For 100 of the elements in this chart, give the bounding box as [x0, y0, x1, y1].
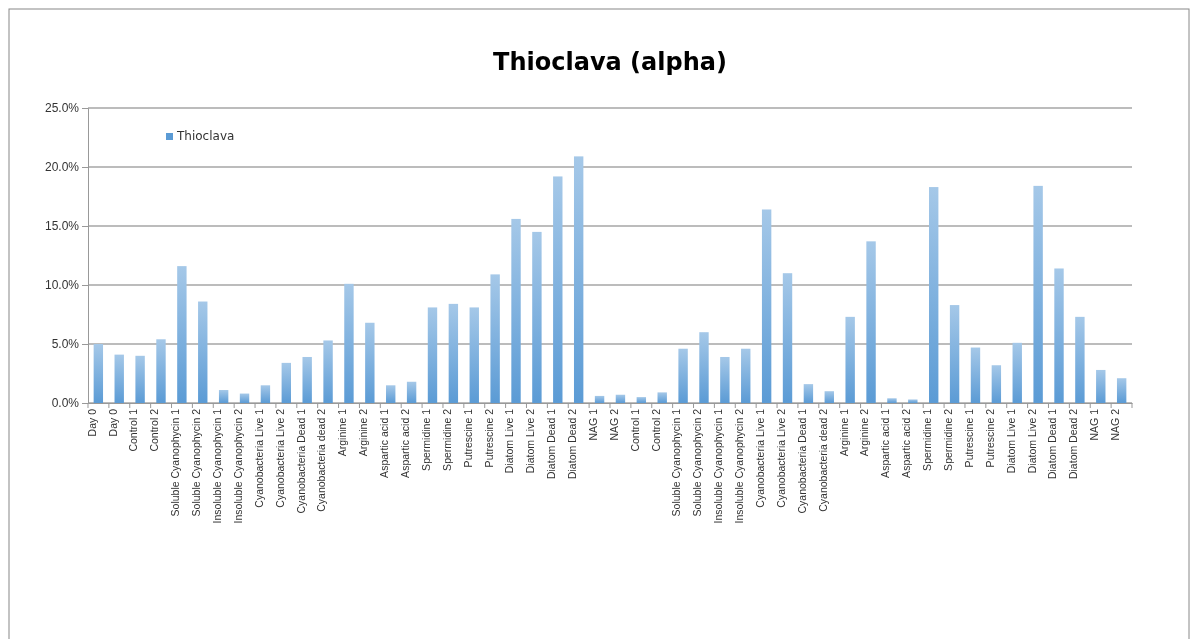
x-tick-label: Putrescine 1: [962, 408, 975, 468]
x-tick-label: Arginine 1: [837, 408, 850, 457]
bar: [1012, 342, 1022, 403]
x-tick-label: NAG 2: [1109, 408, 1122, 441]
x-tick-label: Aspartic acid 2: [398, 408, 411, 478]
x-tick-label: Cyanobacteria Live 2: [774, 408, 787, 508]
bar: [135, 355, 145, 403]
x-tick-label: Arginine 2: [357, 408, 370, 457]
y-tick-label: 10.0%: [44, 278, 80, 293]
bar: [553, 176, 563, 403]
bar: [1075, 316, 1085, 403]
x-tick-label: Diatom Dead 2: [566, 408, 579, 480]
bar: [302, 356, 312, 403]
x-tick-label: Cyanobacteria Dead 1: [294, 408, 307, 514]
bar: [782, 273, 793, 403]
x-tick-label: Insoluble Cyanophycin 2: [733, 408, 746, 524]
x-tick-label: Aspartic acid 1: [378, 408, 391, 478]
x-tick-label: Spermidine 1: [921, 408, 934, 471]
bar: [636, 397, 647, 403]
bar: [1096, 369, 1106, 403]
bar: [386, 385, 396, 403]
y-tick-label: 5.0%: [51, 337, 80, 352]
bar: [824, 391, 834, 403]
bar: [532, 231, 542, 403]
x-tick-label: Cyanobacteria Dead 1: [795, 408, 808, 514]
x-tick-label: Cyanobacteria Live 1: [754, 408, 767, 508]
bar: [761, 209, 772, 403]
x-tick-label: Diatom Live 1: [1004, 408, 1017, 474]
bar: [448, 303, 459, 403]
y-tick-label: 0.0%: [51, 396, 80, 411]
bar: [1116, 378, 1127, 403]
bar: [657, 392, 667, 403]
x-tick-label: Insoluble Cyanophycin 1: [211, 408, 224, 524]
x-tick-label: Soluble Cyanophycin 1: [670, 408, 683, 517]
x-tick-label: Insoluble Cyanophycin 1: [712, 408, 725, 524]
x-tick-label: Day 0: [106, 408, 119, 437]
bar: [281, 362, 291, 403]
bar: [1033, 185, 1043, 403]
x-tick-label: Cyanobacteria Live 2: [273, 408, 286, 508]
x-tick-label: Diatom Live 2: [1025, 408, 1038, 474]
x-tick-label: Spermidine 2: [941, 408, 954, 471]
bar: [699, 332, 709, 403]
bar: [803, 384, 814, 403]
x-tick-label: Putrescine 2: [482, 408, 495, 468]
y-tick-label: 15.0%: [44, 219, 80, 234]
x-tick-label: Diatom Dead 1: [1046, 408, 1059, 480]
bar: [887, 398, 897, 403]
bar: [198, 301, 208, 403]
x-tick-label: Cyanobacteria dead 2: [315, 408, 328, 512]
bar: [970, 347, 981, 403]
bar: [678, 348, 688, 403]
x-tick-label: Cyanobacteria dead 2: [816, 408, 829, 512]
x-tick-label: Soluble Cyanophycin 2: [691, 408, 704, 517]
bar: [323, 340, 333, 403]
x-tick-label: NAG 1: [586, 408, 599, 441]
x-tick-label: Putrescine 1: [461, 408, 474, 468]
bar: [427, 307, 438, 403]
x-tick-label: Soluble Cyanophycin 1: [169, 408, 182, 517]
y-tick-label: 20.0%: [44, 160, 80, 175]
bar: [490, 274, 500, 403]
bar: [1054, 268, 1064, 403]
bar: [866, 241, 876, 403]
bar: [908, 399, 918, 403]
x-tick-label: Cyanobacteria Live 1: [252, 408, 265, 508]
bar: [114, 354, 124, 403]
legend-label: Thioclava: [176, 129, 235, 143]
bar: [573, 156, 584, 403]
x-tick-label: Spermidine 2: [440, 408, 453, 471]
bar: [845, 316, 855, 403]
x-tick-label: Control 1: [628, 408, 641, 452]
x-tick-label: Day 0: [85, 408, 98, 437]
bar: [177, 266, 187, 403]
x-tick-label: Control 1: [127, 408, 140, 452]
x-tick-label: Putrescine 2: [983, 408, 996, 468]
bar: [344, 283, 354, 403]
x-tick-label: Diatom Dead 2: [1067, 408, 1080, 480]
x-tick-label: Aspartic acid 1: [879, 408, 892, 478]
x-tick-label: Arginine 1: [336, 408, 349, 457]
x-tick-label: Control 2: [649, 408, 662, 452]
bar: [949, 305, 960, 403]
bar: [218, 390, 229, 403]
bar: [406, 381, 417, 403]
x-tick-label: NAG 2: [607, 408, 620, 441]
chart-title: Thioclava (alpha): [493, 48, 727, 76]
bar: [260, 385, 271, 403]
x-tick-label: Control 2: [148, 408, 161, 452]
bar: [720, 356, 730, 403]
x-tick-label: Aspartic acid 2: [900, 408, 913, 478]
bar: [615, 394, 626, 403]
bar: [156, 339, 166, 403]
x-tick-label: Arginine 2: [858, 408, 871, 457]
y-tick-label: 25.0%: [44, 101, 80, 116]
bar: [991, 365, 1002, 403]
x-tick-label: Diatom Live 1: [503, 408, 516, 474]
bar: [239, 393, 250, 403]
x-tick-label: Spermidine 1: [419, 408, 432, 471]
bar: [594, 395, 605, 403]
bar: [365, 322, 375, 403]
x-tick-label: NAG 1: [1088, 408, 1101, 441]
x-tick-label: Diatom Dead 1: [545, 408, 558, 480]
